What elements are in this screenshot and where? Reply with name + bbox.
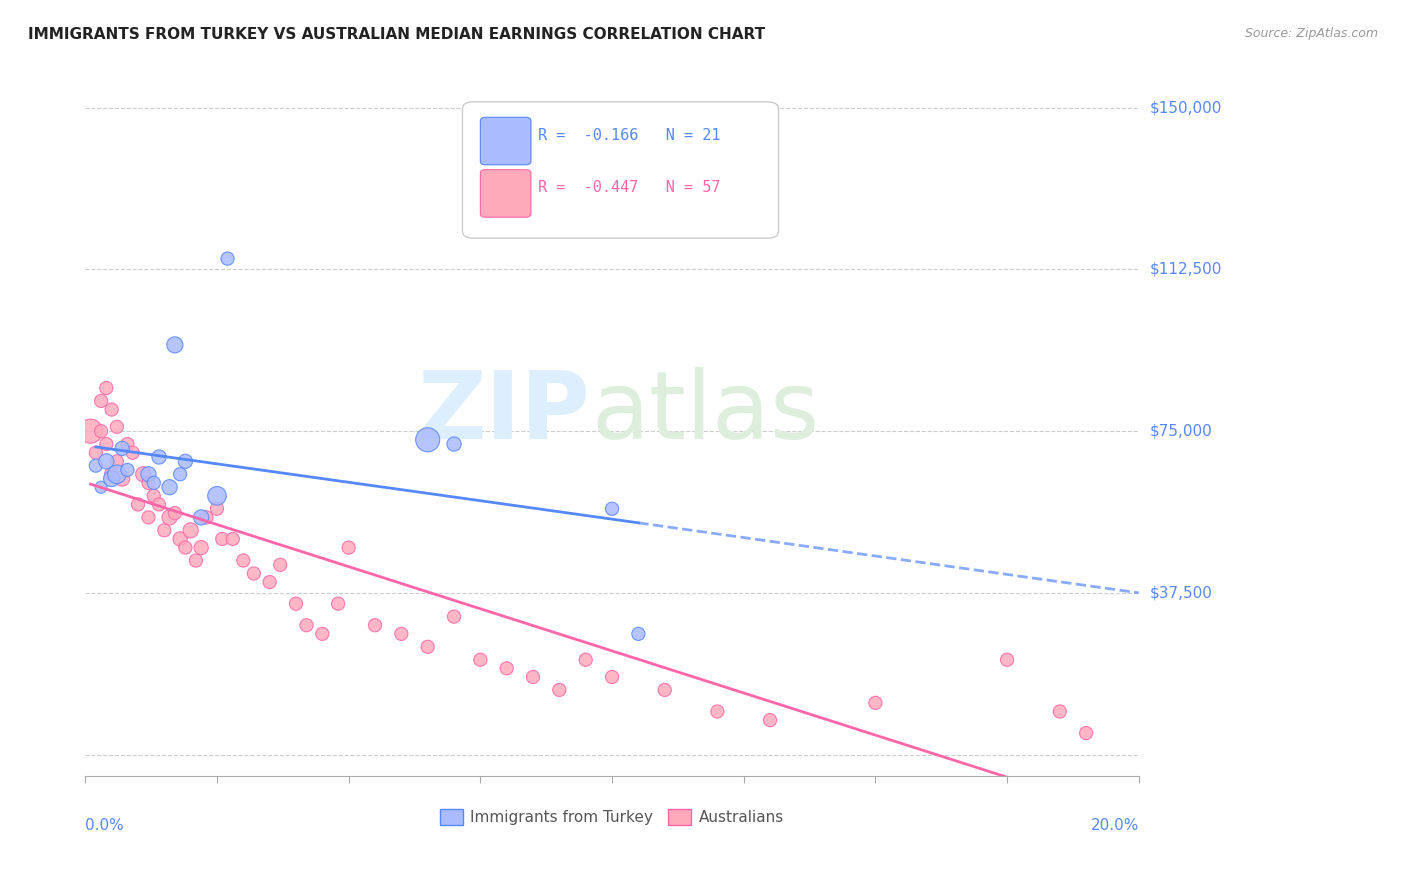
Point xyxy=(84,458,107,473)
Point xyxy=(138,475,160,490)
Point xyxy=(163,506,186,520)
Text: $150,000: $150,000 xyxy=(1150,100,1222,115)
Text: R =  -0.447   N = 57: R = -0.447 N = 57 xyxy=(538,180,721,195)
Point xyxy=(443,437,465,451)
Point xyxy=(121,446,143,460)
Point xyxy=(654,682,676,697)
Point xyxy=(205,489,228,503)
Point xyxy=(117,463,139,477)
Point xyxy=(132,467,155,482)
Point xyxy=(127,498,149,512)
Point xyxy=(995,653,1018,667)
Point xyxy=(105,454,128,468)
Point xyxy=(865,696,887,710)
Point xyxy=(190,510,212,524)
Point xyxy=(100,467,122,482)
Point xyxy=(169,467,191,482)
Text: 0.0%: 0.0% xyxy=(86,818,124,833)
Point xyxy=(600,670,623,684)
Point xyxy=(96,454,118,468)
Legend: Immigrants from Turkey, Australians: Immigrants from Turkey, Australians xyxy=(433,803,790,831)
Text: 20.0%: 20.0% xyxy=(1091,818,1139,833)
Point xyxy=(79,424,101,438)
Point xyxy=(90,480,112,494)
Point xyxy=(180,524,202,538)
Point xyxy=(522,670,544,684)
FancyBboxPatch shape xyxy=(481,117,531,165)
Point xyxy=(222,532,245,546)
Point xyxy=(105,467,128,482)
Text: ZIP: ZIP xyxy=(418,367,591,458)
Point xyxy=(211,532,233,546)
Text: IMMIGRANTS FROM TURKEY VS AUSTRALIAN MEDIAN EARNINGS CORRELATION CHART: IMMIGRANTS FROM TURKEY VS AUSTRALIAN MED… xyxy=(28,27,765,42)
Point xyxy=(159,480,181,494)
Point xyxy=(100,402,122,417)
Point xyxy=(416,433,439,447)
Point xyxy=(163,338,186,352)
Point xyxy=(100,472,122,486)
Point xyxy=(96,381,118,395)
Point xyxy=(1074,726,1097,740)
Point xyxy=(138,510,160,524)
Point xyxy=(90,393,112,408)
Point xyxy=(416,640,439,654)
Point xyxy=(174,454,197,468)
Point xyxy=(90,424,112,438)
Point xyxy=(311,627,333,641)
Point xyxy=(364,618,387,632)
Point xyxy=(138,467,160,482)
Point xyxy=(337,541,360,555)
Point xyxy=(184,553,207,567)
Point xyxy=(84,446,107,460)
Point xyxy=(111,442,134,456)
Point xyxy=(142,475,165,490)
FancyBboxPatch shape xyxy=(481,169,531,217)
Point xyxy=(142,489,165,503)
Text: $75,000: $75,000 xyxy=(1150,424,1212,439)
Point xyxy=(205,501,228,516)
Text: Source: ZipAtlas.com: Source: ZipAtlas.com xyxy=(1244,27,1378,40)
Point xyxy=(470,653,492,667)
Point xyxy=(259,575,281,590)
Point xyxy=(575,653,598,667)
Point xyxy=(627,627,650,641)
Point xyxy=(96,437,118,451)
Point xyxy=(190,541,212,555)
Point xyxy=(153,524,176,538)
Point xyxy=(105,419,128,434)
Text: R =  -0.166   N = 21: R = -0.166 N = 21 xyxy=(538,128,721,143)
Point xyxy=(495,661,517,675)
Point xyxy=(169,532,191,546)
Text: atlas: atlas xyxy=(591,367,820,458)
Point xyxy=(389,627,412,641)
Point xyxy=(174,541,197,555)
Point xyxy=(243,566,266,581)
Point xyxy=(600,501,623,516)
Point xyxy=(159,510,181,524)
Point xyxy=(1049,705,1071,719)
Point xyxy=(232,553,254,567)
Point xyxy=(117,437,139,451)
Point xyxy=(148,498,170,512)
Point xyxy=(706,705,728,719)
Text: $112,500: $112,500 xyxy=(1150,262,1222,277)
Point xyxy=(269,558,291,572)
Point xyxy=(548,682,571,697)
Point xyxy=(111,472,134,486)
Point xyxy=(195,510,218,524)
Point xyxy=(443,609,465,624)
Point xyxy=(217,252,239,266)
Point xyxy=(326,597,349,611)
FancyBboxPatch shape xyxy=(463,102,779,238)
Point xyxy=(759,713,782,727)
Text: $37,500: $37,500 xyxy=(1150,585,1213,600)
Point xyxy=(148,450,170,464)
Point xyxy=(295,618,318,632)
Point xyxy=(285,597,308,611)
